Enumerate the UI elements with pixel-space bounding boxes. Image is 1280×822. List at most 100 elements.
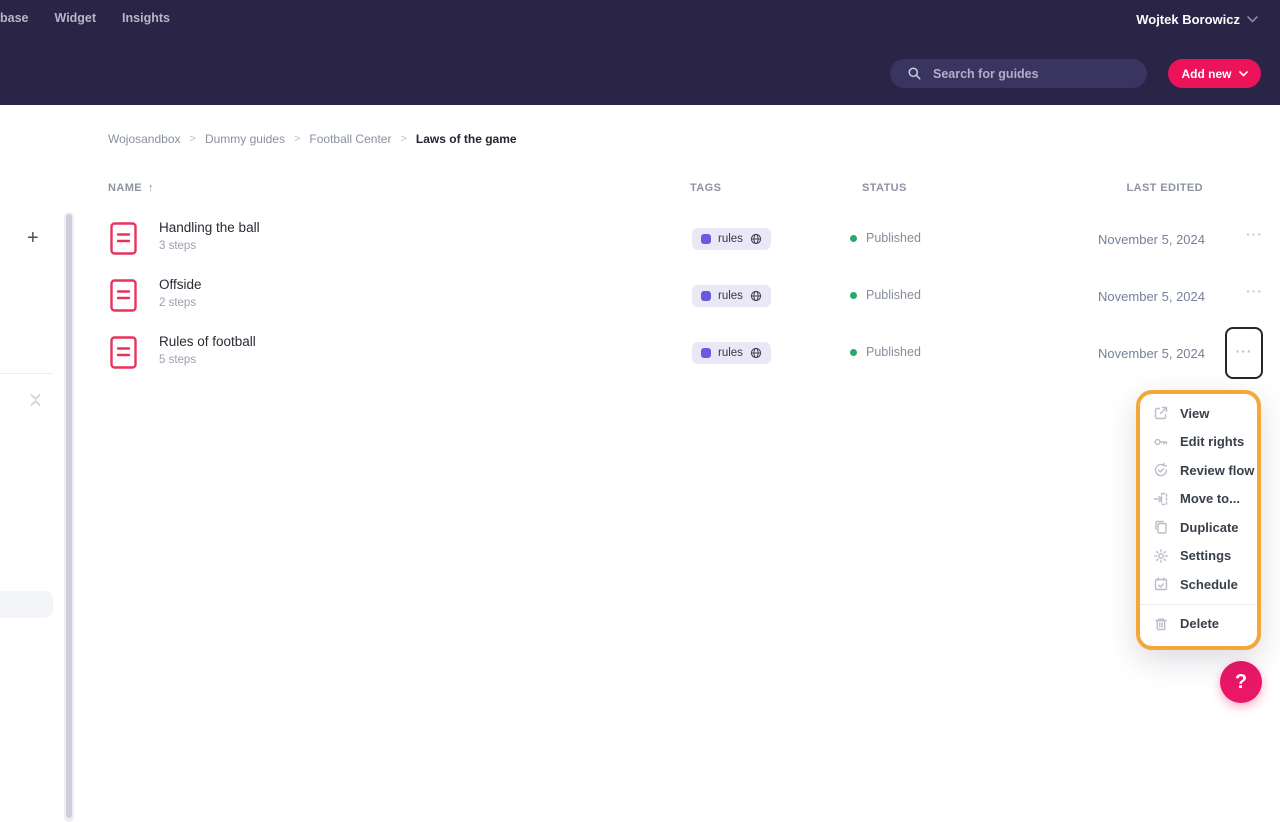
add-new-button[interactable]: Add new [1168,59,1261,88]
tag-label: rules [718,347,743,359]
menu-item-label: Move to... [1180,491,1240,507]
breadcrumb-separator: > [189,133,196,145]
menu-item-label: Duplicate [1180,519,1239,535]
review-check-icon [1153,462,1169,478]
row-context-menu: View Edit rights Review flow Move to... … [1136,390,1261,650]
help-button[interactable]: ? [1220,661,1262,703]
sidebar-hover-item[interactable] [0,591,53,618]
guide-title[interactable]: Handling the ball [159,220,260,235]
menu-item-label: Review flow [1180,462,1255,478]
menu-item-label: Delete [1180,616,1220,632]
status-dot-icon [850,291,857,299]
nav-item-widget[interactable]: Widget [54,11,97,25]
table-row[interactable]: Handling the ball 3 steps rules Publishe… [78,211,1280,268]
tag-color-swatch [701,348,711,358]
move-to-icon [1153,491,1169,507]
menu-item-label: View [1180,405,1210,421]
guide-icon [110,279,137,312]
name-header-label: NAME [108,182,142,194]
help-label: ? [1234,670,1248,693]
menu-item-schedule[interactable]: Schedule [1140,570,1257,599]
top-nav-items: base Widget Insights [0,11,170,25]
guide-list-panel: Wojosandbox > Dummy guides > Football Ce… [78,105,1280,719]
gear-icon [1153,548,1169,564]
breadcrumb-current: Laws of the game [415,132,517,146]
tag-chip[interactable]: rules [692,228,771,250]
table-header-row: NAME ↑ TAGS STATUS LAST EDITED [78,182,1280,202]
guide-steps: 3 steps [159,240,197,252]
tag-chip[interactable]: rules [692,342,771,364]
guide-title[interactable]: Offside [159,277,202,292]
tag-chip[interactable]: rules [692,285,771,307]
search-bar[interactable] [890,59,1147,88]
last-edited-date: November 5, 2024 [1098,232,1205,247]
status-cell: Published [850,288,921,302]
row-actions-button-active[interactable]: ··· [1225,327,1263,379]
menu-item-settings[interactable]: Settings [1140,542,1257,571]
menu-item-delete[interactable]: Delete [1140,610,1257,639]
table-row[interactable]: Offside 2 steps rules Published November… [78,268,1280,325]
status-label: Published [866,231,921,245]
duplicate-icon [1153,519,1169,535]
chevron-down-icon [1247,16,1258,23]
menu-item-label: Schedule [1180,576,1238,592]
column-header-status: STATUS [862,182,907,194]
sidebar-scrollbar-track [64,212,74,822]
sidebar-scrollbar-thumb[interactable] [66,214,72,818]
status-label: Published [866,345,921,359]
globe-icon [750,233,762,245]
column-header-tags: TAGS [690,182,722,194]
guide-steps: 5 steps [159,354,197,366]
menu-item-label: Settings [1180,548,1232,564]
tag-label: rules [718,290,743,302]
table-row[interactable]: Rules of football 5 steps rules Publishe… [78,325,1280,382]
status-label: Published [866,288,921,302]
status-cell: Published [850,231,921,245]
tag-label: rules [718,233,743,245]
nav-item-base[interactable]: base [0,11,29,25]
search-input[interactable] [931,65,1121,82]
menu-item-move-to[interactable]: Move to... [1140,485,1257,514]
breadcrumb-item-subfolder[interactable]: Football Center [309,132,392,146]
sidebar-divider [0,373,53,374]
status-dot-icon [850,348,857,356]
menu-item-duplicate[interactable]: Duplicate [1140,513,1257,542]
tag-color-swatch [701,234,711,244]
sort-asc-icon: ↑ [148,182,154,194]
column-header-name[interactable]: NAME ↑ [108,182,154,194]
user-name: Wojtek Borowicz [1136,12,1240,27]
tag-color-swatch [701,291,711,301]
guide-icon [110,336,137,369]
guide-icon [110,222,137,255]
last-edited-date: November 5, 2024 [1098,346,1205,361]
collapse-panel-icon[interactable] [28,392,43,408]
guide-title[interactable]: Rules of football [159,334,256,349]
calendar-check-icon [1153,576,1169,592]
globe-icon [750,347,762,359]
breadcrumb: Wojosandbox > Dummy guides > Football Ce… [108,132,517,146]
menu-item-edit-rights[interactable]: Edit rights [1140,428,1257,457]
globe-icon [750,290,762,302]
add-new-label: Add new [1181,66,1232,81]
collapsed-sidebar: + [0,105,78,822]
row-actions-kebab-icon[interactable]: ··· [1246,283,1263,299]
column-header-last-edited: LAST EDITED [1126,182,1203,194]
status-cell: Published [850,345,921,359]
status-dot-icon [850,234,857,242]
nav-item-insights[interactable]: Insights [122,11,170,25]
user-menu[interactable]: Wojtek Borowicz [1136,12,1258,27]
breadcrumb-item-workspace[interactable]: Wojosandbox [108,132,181,146]
kebab-icon: ··· [1235,343,1253,359]
external-link-icon [1153,405,1169,421]
menu-item-label: Edit rights [1180,434,1245,450]
menu-item-review-flow[interactable]: Review flow [1140,456,1257,485]
breadcrumb-item-folder[interactable]: Dummy guides [204,132,285,146]
search-icon [907,66,922,81]
row-actions-kebab-icon[interactable]: ··· [1246,226,1263,242]
guide-steps: 2 steps [159,297,197,309]
add-guide-button[interactable]: + [27,227,39,249]
menu-divider [1140,603,1257,605]
top-navigation-bar: base Widget Insights Wojtek Borowicz Add… [0,0,1280,105]
menu-item-view[interactable]: View [1140,399,1257,428]
key-icon [1153,434,1169,450]
